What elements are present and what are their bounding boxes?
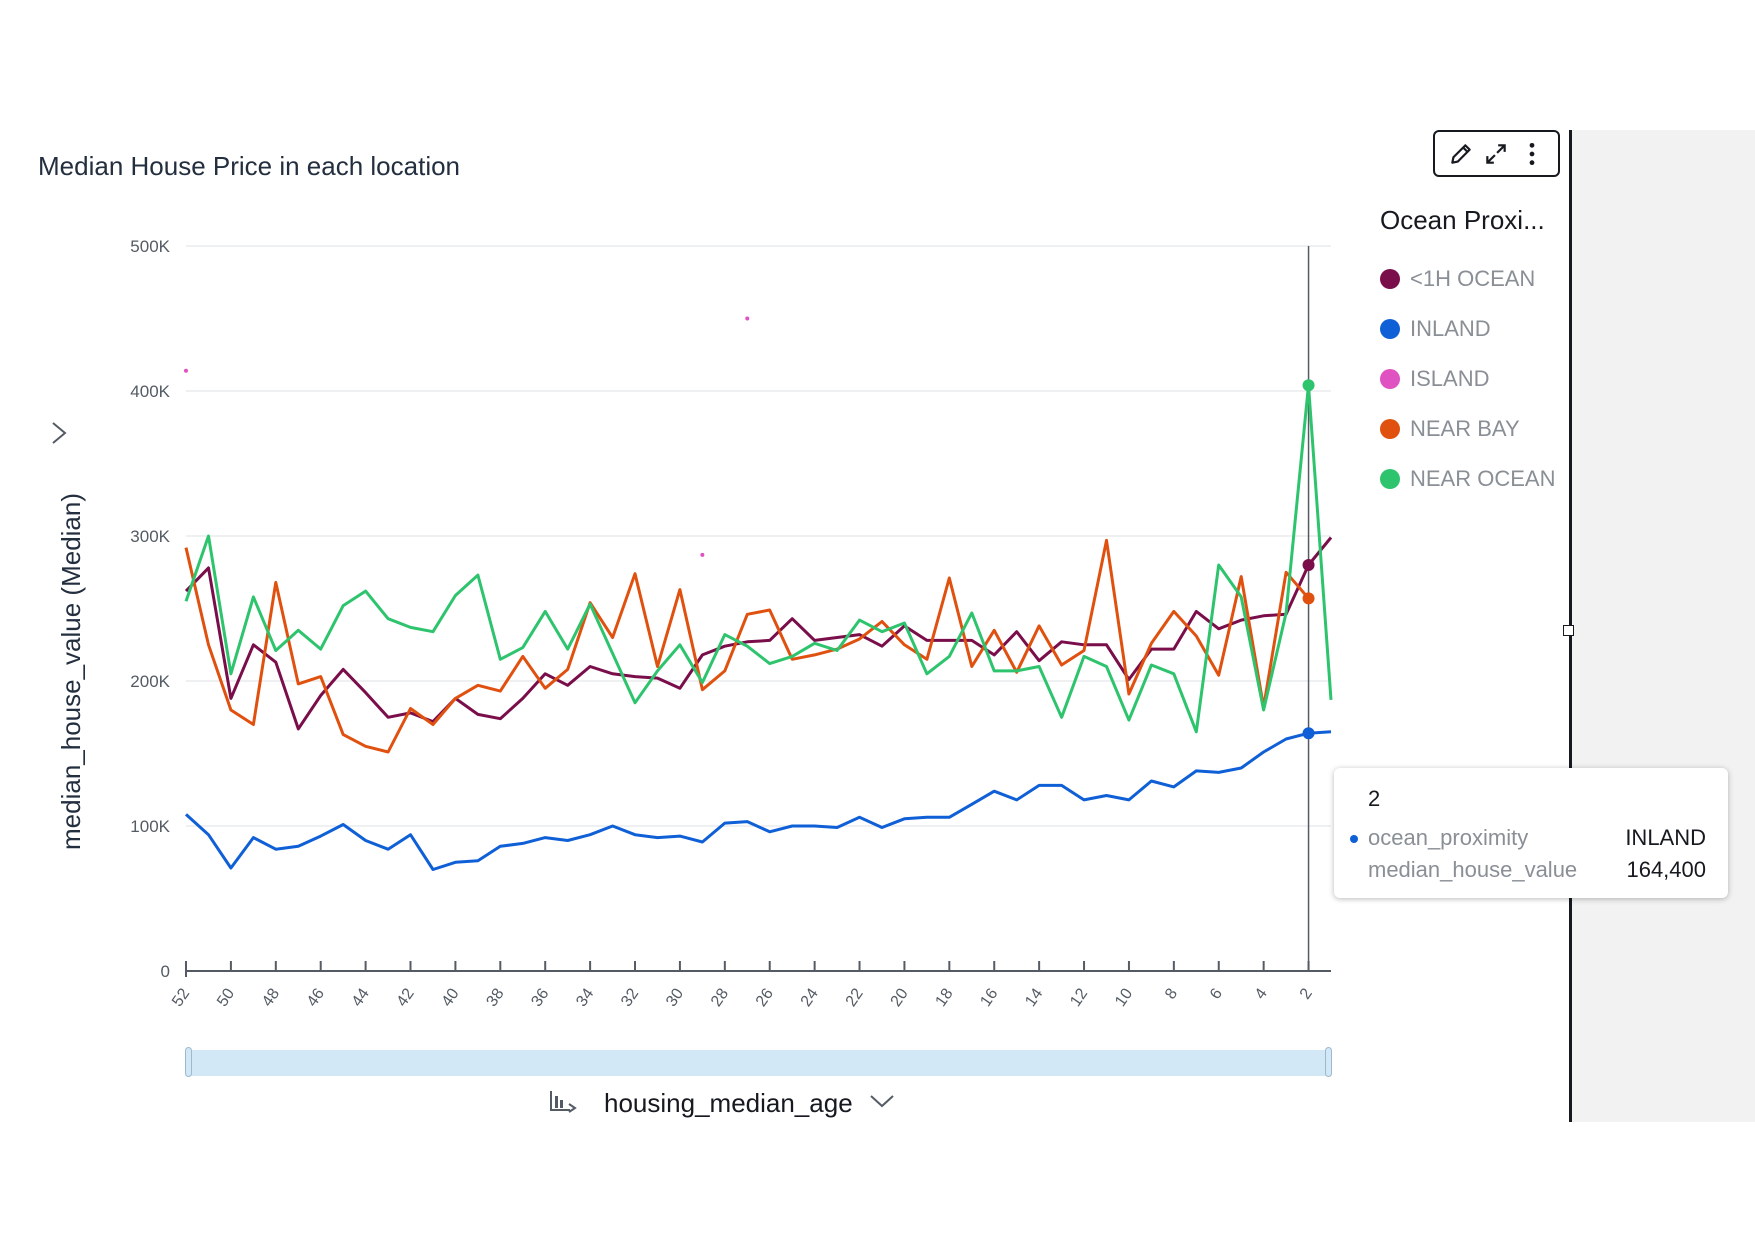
x-tick-label: 34 <box>573 985 597 1009</box>
series-point-island <box>700 552 705 557</box>
series-point-island <box>184 368 188 373</box>
x-tick-label: 26 <box>753 985 777 1009</box>
y-tick-label: 200K <box>130 672 170 691</box>
tooltip-key: ocean_proximity <box>1350 822 1529 854</box>
tooltip-row: median_house_value 164,400 <box>1368 854 1706 886</box>
hover-point <box>1302 559 1315 571</box>
legend-item[interactable]: NEAR BAY <box>1380 404 1560 454</box>
legend-label: ISLAND <box>1410 366 1490 391</box>
y-tick-label: 300K <box>130 527 170 546</box>
chevron-right-icon[interactable] <box>48 420 70 451</box>
panel-resize-handle[interactable] <box>1563 625 1574 636</box>
x-tick-label: 2 <box>1297 985 1316 1002</box>
series-line-inland <box>184 730 1332 871</box>
scrollbar-left-handle[interactable] <box>185 1047 192 1077</box>
x-tick-label: 22 <box>843 985 867 1009</box>
tooltip-key-text: ocean_proximity <box>1368 825 1529 850</box>
x-tick-label: 10 <box>1112 985 1136 1009</box>
tooltip-value: 164,400 <box>1626 857 1706 882</box>
chart-title: Median House Price in each location <box>38 151 461 181</box>
data-tooltip: 2 ocean_proximity INLAND median_house_va… <box>1334 768 1728 898</box>
hover-point <box>1302 727 1315 740</box>
legend-item[interactable]: INLAND <box>1380 304 1560 354</box>
x-axis-label[interactable]: housing_median_age <box>604 1088 853 1118</box>
x-tick-label: 36 <box>528 985 552 1009</box>
x-axis-field-well: housing_median_age <box>548 1088 895 1119</box>
legend-dot-icon <box>1380 369 1400 389</box>
x-tick-label: 18 <box>932 985 956 1009</box>
y-tick-label: 500K <box>130 237 170 256</box>
x-tick-label: 42 <box>394 985 418 1009</box>
legend-label: NEAR OCEAN <box>1410 466 1556 491</box>
y-tick-label: 100K <box>130 817 170 836</box>
series-point-island <box>745 316 750 321</box>
series-line-near-bay <box>184 538 1310 754</box>
legend-dot-icon <box>1380 419 1400 439</box>
x-tick-label: 20 <box>888 985 912 1009</box>
x-tick-label: 32 <box>618 985 642 1009</box>
legend: Ocean Proxi... <1H OCEAN INLAND ISLAND NEAR… <box>1380 205 1560 504</box>
tooltip-key: median_house_value <box>1368 857 1578 882</box>
series-line-near-ocean <box>184 383 1333 734</box>
hover-point <box>1302 592 1315 605</box>
legend-label: <1H OCEAN <box>1410 266 1536 291</box>
y-tick-label: 0 <box>161 962 170 981</box>
legend-dot-icon <box>1380 469 1400 489</box>
field-type-icon <box>548 1088 578 1119</box>
pencil-icon[interactable] <box>1446 139 1476 169</box>
more-vertical-icon[interactable] <box>1517 139 1547 169</box>
hover-point <box>1302 379 1315 392</box>
x-tick-label: 30 <box>663 985 687 1009</box>
x-tick-label: 28 <box>708 985 732 1009</box>
visual-toolbar <box>1433 130 1560 177</box>
legend-dot-icon <box>1380 269 1400 289</box>
y-tick-label: 400K <box>130 382 170 401</box>
legend-title[interactable]: Ocean Proxi... <box>1380 205 1545 235</box>
x-tick-label: 52 <box>169 985 193 1009</box>
series-bullet-icon <box>1350 835 1358 843</box>
x-tick-label: 46 <box>304 985 328 1009</box>
tooltip-value: INLAND <box>1625 825 1706 850</box>
series-line--1h-ocean <box>184 536 1333 731</box>
x-tick-label: 16 <box>977 985 1001 1009</box>
x-axis-scrollbar[interactable] <box>185 1047 1332 1077</box>
x-tick-label: 14 <box>1022 985 1046 1009</box>
legend-dot-icon <box>1380 319 1400 339</box>
x-tick-label: 38 <box>483 985 507 1009</box>
x-tick-label: 44 <box>349 985 373 1009</box>
right-side-panel <box>1571 130 1755 1122</box>
x-tick-label: 8 <box>1162 985 1181 1002</box>
chevron-down-icon[interactable] <box>869 1092 895 1115</box>
tooltip-row: ocean_proximity INLAND <box>1350 822 1706 854</box>
legend-label: INLAND <box>1410 316 1491 341</box>
x-tick-label: 6 <box>1207 985 1226 1002</box>
x-tick-label: 12 <box>1067 985 1091 1009</box>
x-tick-label: 24 <box>798 985 822 1009</box>
x-tick-label: 4 <box>1252 985 1271 1002</box>
legend-item[interactable]: <1H OCEAN <box>1380 254 1560 304</box>
x-tick-label: 40 <box>439 985 463 1009</box>
x-tick-label: 50 <box>214 985 238 1009</box>
tooltip-header: 2 <box>1368 786 1381 811</box>
legend-item[interactable]: ISLAND <box>1380 354 1560 404</box>
legend-label: NEAR BAY <box>1410 416 1520 441</box>
scrollbar-right-handle[interactable] <box>1325 1047 1332 1077</box>
x-tick-label: 48 <box>259 985 283 1009</box>
expand-icon[interactable] <box>1481 139 1511 169</box>
legend-item[interactable]: NEAR OCEAN <box>1380 454 1560 504</box>
